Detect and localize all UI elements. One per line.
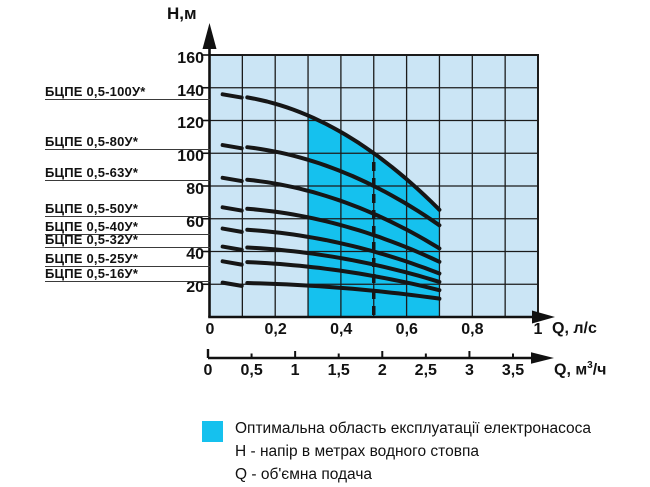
x2-tick-label-2: 2 [377,362,387,379]
x2-title-superscript: 3 [587,360,593,371]
x-axis-title-ls: Q, л/с [552,320,597,337]
y-tick-label-20: 20 [186,279,204,296]
legend-swatch-optimal-region [202,421,223,442]
x-tick-label-02: 0,2 [264,321,287,338]
y-tick-label-160: 160 [177,50,204,67]
pump-label-25u: БЦПЕ 0,5-25У* [45,250,210,267]
pump-curve-start-dash [220,143,244,151]
pump-label-63u: БЦПЕ 0,5-63У* [45,164,210,181]
y-tick-label-40: 40 [186,246,204,263]
pump-curve-start-dash [220,280,244,288]
y-axis-title: Н,м [167,4,197,23]
x2-title-suffix: /ч [592,361,607,379]
x-tick-label-0: 0 [205,321,215,338]
pump-curve [245,281,442,301]
pump-curve [245,245,442,284]
x2-tick-label-3: 3 [464,362,474,379]
pump-curve-start-dash [220,244,244,252]
x2-tick-label-05: 0,5 [240,362,263,379]
y-tick-label-80: 80 [186,181,204,198]
x2-title-prefix: Q, м [554,361,588,379]
pump-label-50u: БЦПЕ 0,5-50У* [45,200,210,217]
x-tick-label-1: 1 [533,321,543,338]
pump-label-100u: БЦПЕ 0,5-100У* [45,83,210,100]
pump-curve [245,206,442,264]
x2-tick-label-35: 3,5 [501,362,525,379]
x-axis-arrow-icon [532,310,555,324]
pump-label-32u: БЦПЕ 0,5-32У* [45,231,210,248]
pump-curve-start-dash [220,259,244,267]
pump-label-80u: БЦПЕ 0,5-80У* [45,133,210,150]
legend-optimal-region-text: Оптимальна область експлуатації електрон… [235,420,592,437]
pump-label-16u: БЦПЕ 0,5-16У* [45,265,210,282]
y-tick-label-100: 100 [177,148,204,165]
x2-tick-label-15: 1,5 [327,362,350,379]
pump-curve-start-dash [220,205,244,213]
pump-curve-start-dash [220,175,244,184]
x2-tick-label-0: 0 [203,362,213,379]
legend-q-definition: Q - об'ємна подача [235,466,373,483]
x-tick-label-04: 0,4 [330,321,353,338]
pump-curve-start-dash [220,226,244,234]
pump-curve-start-dash [220,92,244,100]
legend-h-definition: Н - напір в метрах водного стовпа [235,443,479,460]
secondary-axis-arrow-icon [531,352,554,364]
y-tick-label-140: 140 [177,83,204,100]
pump-curve [245,145,442,228]
pump-curve [245,227,442,276]
y-tick-label-60: 60 [186,214,204,231]
pump-curve [245,95,442,212]
y-axis-arrow-icon [202,23,217,49]
y-tick-label-120: 120 [177,115,204,132]
x2-tick-label-25: 2,5 [414,362,437,379]
pump-curve [245,260,442,293]
x2-tick-label-1: 1 [290,362,300,379]
pump-curve [245,177,442,251]
x-tick-label-08: 0,8 [461,321,484,338]
pump-label-40u: БЦПЕ 0,5-40У* [45,218,210,235]
x-tick-label-06: 0,6 [395,321,418,338]
x-axis-title-m3h: Q, м3/ч [554,360,606,379]
